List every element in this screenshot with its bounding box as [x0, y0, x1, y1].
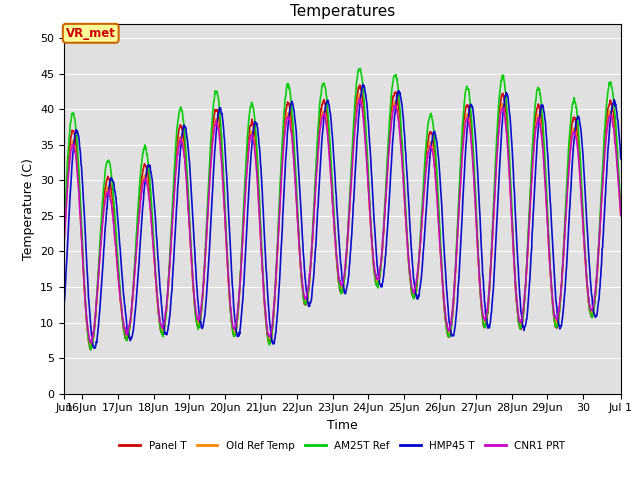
X-axis label: Time: Time: [327, 419, 358, 432]
Y-axis label: Temperature (C): Temperature (C): [22, 158, 35, 260]
Title: Temperatures: Temperatures: [290, 4, 395, 19]
Legend: Panel T, Old Ref Temp, AM25T Ref, HMP45 T, CNR1 PRT: Panel T, Old Ref Temp, AM25T Ref, HMP45 …: [115, 437, 570, 455]
Text: VR_met: VR_met: [66, 27, 116, 40]
